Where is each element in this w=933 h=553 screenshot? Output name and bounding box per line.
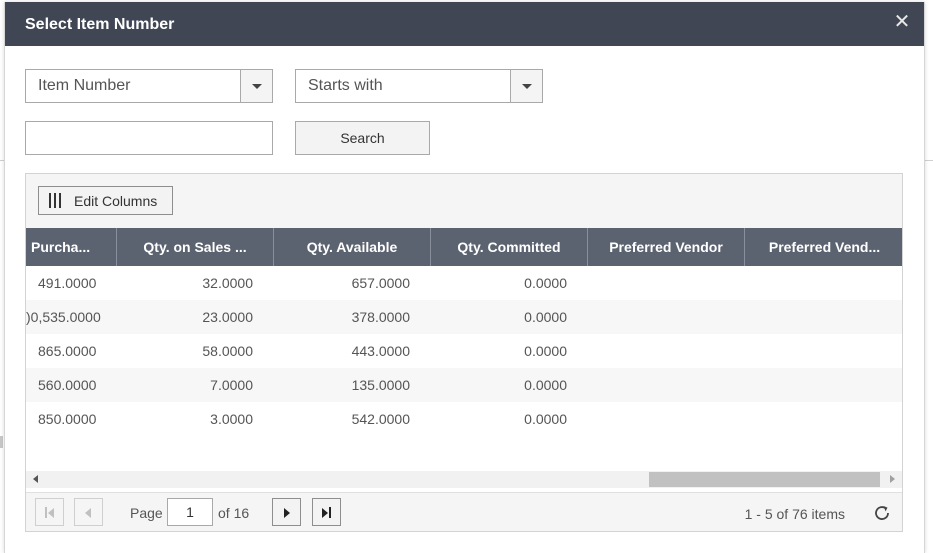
cell-qty-on-sales: 3.0000	[210, 411, 253, 427]
cell-preferred-vendor-2	[745, 368, 902, 402]
table-row[interactable]: 491.0000 32.0000 657.0000 0.0000	[26, 266, 902, 300]
cell-qty-committed: 0.0000	[524, 377, 567, 393]
cell-qty-committed: 0.0000	[524, 309, 567, 325]
page-count-label: of 16	[218, 505, 250, 521]
table-row[interactable]: 850.0000 3.0000 542.0000 0.0000	[26, 402, 902, 436]
table-row[interactable]: 865.0000 58.0000 443.0000 0.0000	[26, 334, 902, 368]
column-header-preferred-vendor[interactable]: Preferred Vendor	[588, 228, 745, 266]
last-page-button[interactable]	[312, 498, 341, 526]
search-button[interactable]: Search	[295, 121, 430, 155]
chevron-down-icon[interactable]	[510, 70, 542, 102]
cell-preferred-vendor-2	[745, 300, 902, 334]
previous-page-icon	[85, 508, 91, 518]
first-page-icon	[45, 507, 47, 518]
field-select[interactable]: Item Number	[25, 69, 273, 103]
cell-qty-on-sales: 58.0000	[202, 343, 253, 359]
column-header-qty-on-sales[interactable]: Qty. on Sales ...	[117, 228, 274, 266]
search-input[interactable]	[25, 121, 273, 155]
previous-page-button[interactable]	[74, 498, 103, 526]
page-label: Page	[130, 505, 163, 521]
cell-preferred-vendor	[588, 266, 745, 300]
cell-purchase: 850.0000	[38, 411, 97, 427]
operator-select[interactable]: Starts with	[295, 69, 543, 103]
cell-qty-committed: 0.0000	[524, 343, 567, 359]
first-page-arrow-icon	[48, 508, 54, 518]
cell-qty-on-sales: 32.0000	[202, 275, 253, 291]
last-page-arrow-icon	[322, 508, 328, 518]
table-row[interactable]: 560.0000 7.0000 135.0000 0.0000	[26, 368, 902, 402]
cell-preferred-vendor	[588, 334, 745, 368]
cell-purchase: 865.0000	[38, 343, 97, 359]
items-grid: Edit Columns Purcha... Qty. on Sales ...…	[25, 173, 903, 532]
cell-qty-committed: 0.0000	[524, 275, 567, 291]
cell-purchase: 491.0000	[38, 275, 97, 291]
cell-preferred-vendor	[588, 402, 745, 436]
next-page-icon	[284, 508, 290, 518]
field-select-value: Item Number	[38, 77, 131, 94]
cell-qty-available: 443.0000	[351, 343, 410, 359]
cell-preferred-vendor	[588, 300, 745, 334]
horizontal-scrollbar[interactable]	[26, 471, 902, 488]
select-item-dialog: Select Item Number ✕ Item Number Starts …	[4, 2, 925, 553]
last-page-icon	[329, 507, 331, 518]
cell-preferred-vendor-2	[745, 334, 902, 368]
pager: Page of 16 1 - 5 of 76 items	[26, 492, 902, 531]
cell-preferred-vendor-2	[745, 266, 902, 300]
background-divider	[0, 160, 4, 161]
background-mark	[0, 436, 3, 448]
first-page-button[interactable]	[35, 498, 64, 526]
edit-columns-label: Edit Columns	[74, 193, 158, 209]
columns-icon	[49, 193, 61, 208]
scroll-right-icon[interactable]	[890, 475, 895, 483]
background-divider	[925, 160, 933, 161]
grid-body: 491.0000 32.0000 657.0000 0.0000 )0,535.…	[26, 266, 902, 436]
cell-qty-available: 542.0000	[351, 411, 410, 427]
cell-preferred-vendor	[588, 368, 745, 402]
scrollbar-thumb[interactable]	[649, 472, 880, 487]
dialog-title: Select Item Number	[25, 16, 175, 33]
grid-header: Purcha... Qty. on Sales ... Qty. Availab…	[26, 228, 902, 266]
table-row[interactable]: )0,535.0000 23.0000 378.0000 0.0000	[26, 300, 902, 334]
dialog-titlebar: Select Item Number ✕	[5, 2, 924, 46]
cell-qty-on-sales: 23.0000	[202, 309, 253, 325]
items-count: 1 - 5 of 76 items	[744, 506, 845, 522]
chevron-down-icon[interactable]	[240, 70, 272, 102]
cell-preferred-vendor-2	[745, 402, 902, 436]
page-number-input[interactable]	[167, 498, 213, 526]
cell-qty-on-sales: 7.0000	[210, 377, 253, 393]
grid-toolbar: Edit Columns	[26, 174, 902, 228]
column-header-qty-committed[interactable]: Qty. Committed	[431, 228, 588, 266]
cell-purchase: )0,535.0000	[26, 309, 101, 325]
column-header-purchase[interactable]: Purcha...	[26, 228, 117, 266]
cell-qty-committed: 0.0000	[524, 411, 567, 427]
cell-qty-available: 657.0000	[351, 275, 410, 291]
operator-select-value: Starts with	[308, 77, 383, 94]
cell-purchase: 560.0000	[38, 377, 97, 393]
close-icon[interactable]: ✕	[893, 11, 911, 33]
edit-columns-button[interactable]: Edit Columns	[38, 186, 173, 215]
refresh-icon[interactable]	[872, 503, 892, 523]
next-page-button[interactable]	[272, 498, 301, 526]
cell-qty-available: 378.0000	[351, 309, 410, 325]
scroll-left-icon[interactable]	[33, 475, 38, 483]
column-header-preferred-vendor-2[interactable]: Preferred Vend...	[768, 239, 881, 255]
cell-qty-available: 135.0000	[351, 377, 410, 393]
column-header-qty-available[interactable]: Qty. Available	[274, 228, 431, 266]
